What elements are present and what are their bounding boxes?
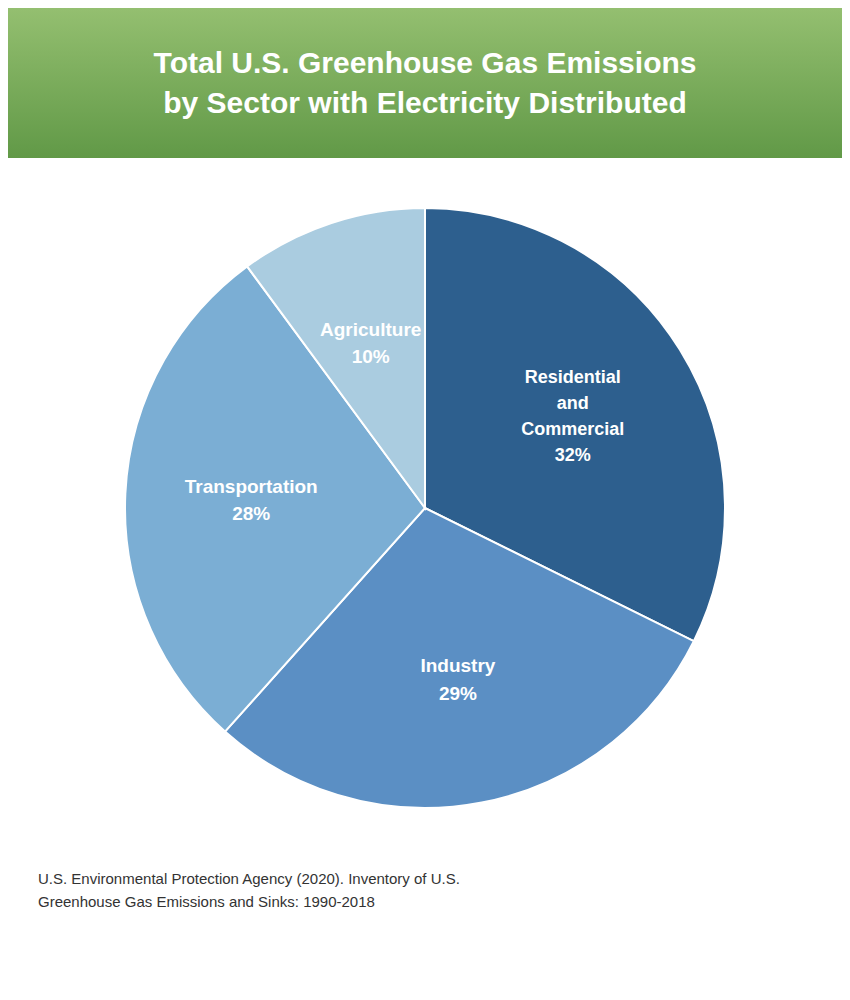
svg-text:Agriculture10%: Agriculture10%: [320, 318, 421, 367]
html-text:by Sector with Electricity Dis: by Sector with Electricity Distributed: [163, 86, 687, 119]
svg-text:ResidentialandCommercial32%: ResidentialandCommercial32%: [521, 367, 624, 465]
html-text:U.S. Environmental Protection: U.S. Environmental Protection Agency (20…: [38, 870, 460, 910]
svg-text:Transportation28%: Transportation28%: [185, 475, 318, 524]
html-text:Total U.S. Greenhouse Gas Emis: Total U.S. Greenhouse Gas Emissions: [153, 45, 697, 79]
svg-text:Industry29%: Industry29%: [420, 655, 495, 704]
